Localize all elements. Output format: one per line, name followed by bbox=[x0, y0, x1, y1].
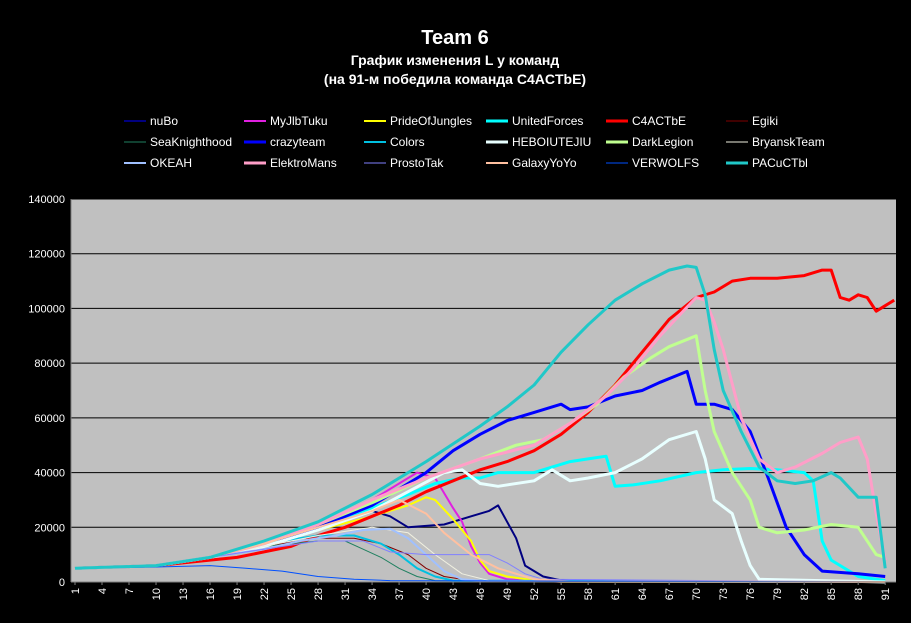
x-tick-label-10: 10 bbox=[151, 588, 163, 600]
x-tick-label-49: 49 bbox=[502, 588, 514, 600]
legend-label-BryanskTeam: BryanskTeam bbox=[752, 135, 825, 149]
x-tick-label-40: 40 bbox=[421, 588, 433, 600]
legend-label-DarkLegion: DarkLegion bbox=[632, 135, 693, 149]
series-line-ElektroMans bbox=[74, 296, 887, 570]
series-layer bbox=[74, 264, 895, 584]
x-tick-label-85: 85 bbox=[826, 588, 838, 600]
y-tick-label-120000: 120000 bbox=[28, 249, 65, 261]
x-tick-label-64: 64 bbox=[637, 588, 649, 600]
legend-label-PACuCTbl: PACuCTbl bbox=[752, 156, 808, 170]
y-tick-label-140000: 140000 bbox=[28, 194, 65, 206]
chart-title: Team 6 bbox=[421, 27, 488, 49]
y-tick-label-100000: 100000 bbox=[28, 303, 65, 315]
x-tick-label-28: 28 bbox=[313, 588, 325, 600]
x-tick-label-4: 4 bbox=[97, 588, 109, 594]
x-tick-label-88: 88 bbox=[853, 588, 865, 600]
x-tick-label-91: 91 bbox=[880, 588, 892, 600]
legend-label-Colors: Colors bbox=[390, 135, 425, 149]
x-tick-label-16: 16 bbox=[205, 588, 217, 600]
legend-label-GalaxyYoYo: GalaxyYoYo bbox=[512, 156, 577, 170]
x-tick-label-76: 76 bbox=[745, 588, 757, 600]
grid bbox=[71, 198, 896, 528]
legend-label-crazyteam: crazyteam bbox=[270, 135, 325, 149]
legend-label-Egiki: Egiki bbox=[752, 114, 778, 128]
y-tick-label-0: 0 bbox=[59, 577, 65, 589]
x-tick-label-43: 43 bbox=[448, 588, 460, 600]
chart-subtitle-line-2: (на 91-м победила команда C4ACTbE) bbox=[324, 71, 586, 87]
x-tick-label-55: 55 bbox=[556, 588, 568, 600]
legend-label-VERWOLFS: VERWOLFS bbox=[632, 156, 699, 170]
x-tick-label-7: 7 bbox=[124, 588, 136, 594]
x-tick-label-13: 13 bbox=[178, 588, 190, 600]
y-tick-label-20000: 20000 bbox=[34, 522, 65, 534]
x-tick-label-82: 82 bbox=[799, 588, 811, 600]
legend-label-PrideOfJungles: PrideOfJungles bbox=[390, 114, 472, 128]
y-tick-label-60000: 60000 bbox=[34, 413, 65, 425]
legend: nuBo MyJlbTuku PrideOfJungles UnitedForces C… bbox=[124, 114, 825, 170]
x-tick-label-34: 34 bbox=[367, 588, 379, 600]
x-tick-label-46: 46 bbox=[475, 588, 487, 600]
legend-label-HEBOIUTEJIU: HEBOIUTEJIU bbox=[512, 135, 591, 149]
x-tick-label-25: 25 bbox=[286, 588, 298, 600]
legend-label-ProstoTak: ProstoTak bbox=[390, 156, 444, 170]
x-tick-label-58: 58 bbox=[583, 588, 595, 600]
legend-label-SeaKnighthood: SeaKnighthood bbox=[150, 135, 232, 149]
series-line-PACuCTbl bbox=[74, 264, 887, 570]
x-tick-label-73: 73 bbox=[718, 588, 730, 600]
x-tick-label-22: 22 bbox=[259, 588, 271, 600]
x-tick-label-19: 19 bbox=[232, 588, 244, 600]
y-tick-label-40000: 40000 bbox=[34, 468, 65, 480]
chart-subtitle-line-1: График изменения L у команд bbox=[351, 52, 560, 68]
x-tick-label-70: 70 bbox=[691, 588, 703, 600]
legend-label-ElektroMans: ElektroMans bbox=[270, 156, 337, 170]
x-tick-label-37: 37 bbox=[394, 588, 406, 600]
legend-label-C4ACTbE: C4ACTbE bbox=[632, 114, 686, 128]
x-tick-label-61: 61 bbox=[610, 588, 622, 600]
x-tick-label-52: 52 bbox=[529, 588, 541, 600]
legend-label-UnitedForces: UnitedForces bbox=[512, 114, 583, 128]
x-tick-label-79: 79 bbox=[772, 588, 784, 600]
x-tick-label-1: 1 bbox=[70, 588, 82, 594]
legend-label-OKEAH: OKEAH bbox=[150, 156, 192, 170]
x-tick-label-67: 67 bbox=[664, 588, 676, 600]
legend-label-MyJlbTuku: MyJlbTuku bbox=[270, 114, 328, 128]
series-line-HEBOIUTEJIU bbox=[74, 430, 886, 584]
axes: 0 20000 40000 60000 80000 100000 120000 140000 1… bbox=[28, 194, 896, 600]
y-tick-label-80000: 80000 bbox=[34, 358, 65, 370]
plot-area bbox=[71, 199, 896, 582]
x-tick-label-31: 31 bbox=[340, 588, 352, 600]
series-line-VERWOLFS bbox=[74, 565, 886, 583]
legend-label-nuBo: nuBo bbox=[150, 114, 178, 128]
